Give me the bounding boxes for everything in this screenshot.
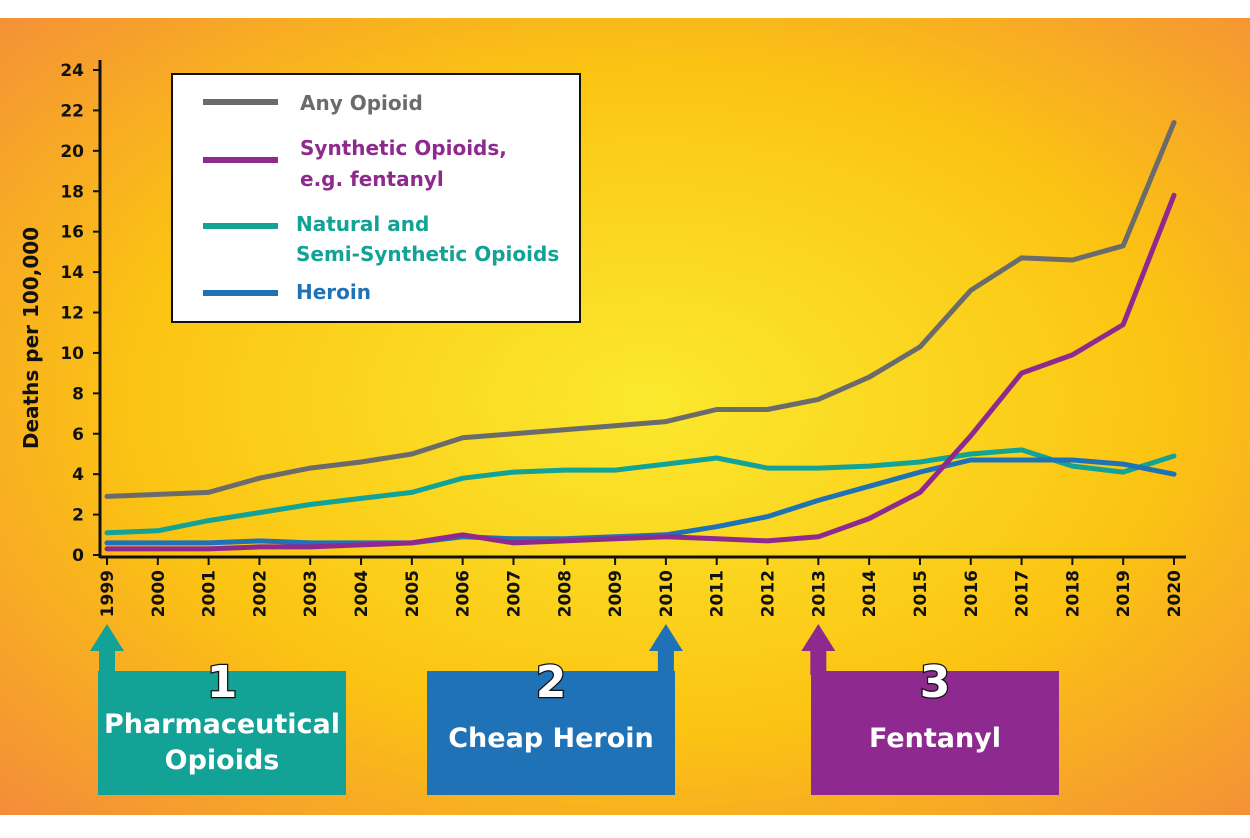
x-tick-label: 2000 [149,570,169,617]
x-tick-label: 2012 [759,570,779,617]
x-tick-label: 2007 [504,570,524,617]
annotation-label: Opioids [165,745,280,776]
legend-label: e.g. fentanyl [300,167,444,191]
y-tick-label: 4 [72,465,84,485]
y-tick-label: 14 [60,263,84,283]
annotation-number: 3 [920,657,951,708]
y-tick-label: 22 [60,101,84,121]
y-tick-label: 8 [72,384,84,404]
series-lines [104,120,1177,552]
x-tick-label: 2003 [301,570,321,617]
y-tick-label: 20 [60,142,84,162]
annotation-number: 2 [536,657,567,708]
y-tick-label: 12 [60,304,84,324]
legend-box [171,73,581,323]
x-tick-label: 2013 [809,570,829,617]
x-tick-label: 2006 [454,570,474,617]
legend-label: Heroin [296,280,371,304]
x-tick-label: 2020 [1165,570,1185,617]
y-axis-title: Deaths per 100,000 [19,227,43,449]
axes [98,60,1186,559]
y-tick-label: 24 [60,61,84,81]
legend-label: Any Opioid [300,91,423,115]
x-tick-label: 2014 [860,570,880,617]
annotation-arrow-shaft [810,648,827,675]
series-line-natural-and-semi-synthetic-opioids [104,447,1177,536]
y-tick-label: 18 [60,182,84,202]
annotation-box [427,671,675,795]
y-tick-label: 16 [60,223,84,243]
legend-label: Synthetic Opioids, [300,136,507,160]
annotation-label: Fentanyl [869,723,1001,754]
x-tick-label: 2009 [606,570,626,617]
annotation-box [98,671,346,795]
x-tick-label: 2016 [962,570,982,617]
x-tick-label: 2004 [352,570,372,617]
x-tick-label: 2008 [555,570,575,617]
y-tick-label: 6 [72,425,84,445]
y-tick-label: 10 [60,344,84,364]
annotation-number: 1 [207,657,238,708]
annotation-arrow-shaft [657,648,674,675]
legend: Any Opioid Synthetic Opioids, e.g. fentany… [171,73,581,323]
series-line-any-opioid [104,120,1177,499]
x-tick-label: 2019 [1114,570,1134,617]
x-axis-ticks: 1999 2000 2001 2002 2003 2004 2005 2006 2007 2008… [98,557,1185,617]
annotation-label: Cheap Heroin [448,723,654,754]
x-tick-label: 2002 [250,570,270,617]
x-tick-label: 2010 [657,570,677,617]
x-tick-label: 2001 [200,570,220,617]
series-line-synthetic-opioids-e-g-fentanyl [104,192,1177,552]
x-tick-label: 2011 [708,570,728,617]
x-tick-label: 2015 [911,570,931,617]
annotation-arrow-head [648,624,683,651]
legend-label: Semi-Synthetic Opioids [296,242,559,266]
annotation-label: Pharmaceutical [104,709,340,740]
annotation-arrow-shaft [99,648,115,675]
y-tick-label: 0 [72,546,84,566]
annotation-arrow-head [801,624,836,651]
x-tick-label: 2017 [1013,570,1033,617]
x-tick-label: 1999 [98,570,118,617]
x-tick-label: 2018 [1063,570,1083,617]
annotation-arrow-head [90,624,124,651]
legend-label: Natural and [296,212,429,236]
annotation-2: 2 Cheap Heroin [427,624,683,795]
annotation-box [811,671,1059,795]
annotation-3: 3 Fentanyl [801,624,1059,795]
y-tick-label: 2 [72,506,84,526]
x-tick-label: 2005 [403,570,423,617]
